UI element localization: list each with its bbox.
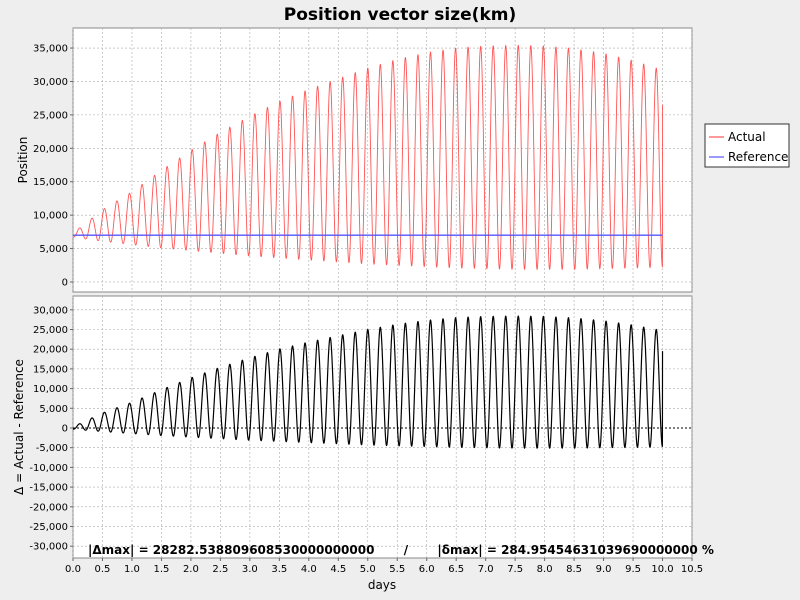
- series-line-delta: [73, 315, 664, 449]
- x-ticks: 0.0 0.5 1.0 1.5 2.0 2.5 3.0 3.5 4.0 4.5 5.0 5.5 6.0 6…: [65, 558, 703, 575]
- top-ytick-label-1: 5,000: [39, 244, 68, 255]
- top-ytick-label-7: 35,000: [33, 44, 68, 55]
- bottom-ytick-label-9: 15,000: [33, 364, 68, 375]
- bottom-ytick-label-10: 20,000: [33, 345, 68, 356]
- top-ytick-label-3: 15,000: [33, 177, 68, 188]
- legend: Actual Reference: [704, 123, 790, 168]
- x-tick-label-0: 0.0: [65, 564, 81, 575]
- top-ytick-label-2: 10,000: [33, 211, 68, 222]
- x-tick-label-19: 9.5: [625, 564, 641, 575]
- top-series: [72, 44, 663, 271]
- x-tick-label-1: 0.5: [95, 564, 111, 575]
- top-ytick-label-6: 30,000: [33, 77, 68, 88]
- bottom-ytick-label-12: 30,000: [33, 305, 68, 316]
- x-tick-label-17: 8.5: [566, 564, 582, 575]
- top-ytick-label-4: 20,000: [33, 144, 68, 155]
- bottom-ytick-label-11: 25,000: [33, 325, 68, 336]
- series-line-actual: [72, 44, 663, 271]
- top-ytick-label-5: 25,000: [33, 110, 68, 121]
- bottom-plot-area: [72, 295, 693, 559]
- legend-label-reference: Reference: [728, 150, 788, 164]
- x-tick-label-21: 10.5: [681, 564, 703, 575]
- x-tick-label-2: 1.0: [124, 564, 140, 575]
- bottom-series: [73, 315, 692, 449]
- x-tick-label-16: 8.0: [537, 564, 553, 575]
- x-tick-label-15: 7.5: [507, 564, 523, 575]
- bottom-ytick-label-0: -30,000: [29, 542, 68, 553]
- bottom-ytick-label-6: 0: [62, 423, 68, 434]
- top-y-axis-label: Position: [16, 137, 30, 184]
- bottom-ytick-label-2: -20,000: [29, 502, 68, 513]
- x-tick-label-3: 1.5: [153, 564, 169, 575]
- x-tick-label-18: 9.0: [596, 564, 612, 575]
- x-tick-label-13: 6.5: [448, 564, 464, 575]
- x-tick-label-12: 6.0: [419, 564, 435, 575]
- x-tick-label-4: 2.0: [183, 564, 199, 575]
- x-tick-label-6: 3.0: [242, 564, 258, 575]
- chart-title: Position vector size(km): [284, 5, 516, 25]
- bottom-ytick-label-3: -15,000: [29, 483, 68, 494]
- bottom-ytick-label-8: 10,000: [33, 384, 68, 395]
- delta-max-annotation: |Δmax| = 28282.538809608530000000000 / |…: [88, 543, 714, 557]
- bottom-y-ticks: -30,000 -25,000 -20,000 -15,000 -10,000 -5,00…: [29, 305, 73, 553]
- x-tick-label-9: 4.5: [330, 564, 346, 575]
- bottom-ytick-label-5: -5,000: [36, 443, 68, 454]
- x-tick-label-5: 2.5: [212, 564, 228, 575]
- legend-box: [704, 123, 790, 168]
- x-tick-label-7: 3.5: [271, 564, 287, 575]
- x-tick-label-11: 5.5: [389, 564, 405, 575]
- top-y-ticks: 0 5,000 10,000 15,000 20,000 25,000 30,000 35,0…: [33, 44, 73, 288]
- top-ytick-label-0: 0: [62, 277, 68, 288]
- bottom-ytick-label-7: 5,000: [39, 404, 68, 415]
- bottom-ytick-label-1: -25,000: [29, 522, 68, 533]
- bottom-y-axis-label: Δ = Actual - Reference: [12, 359, 26, 495]
- x-tick-label-20: 10.0: [651, 564, 673, 575]
- bottom-ytick-label-4: -10,000: [29, 463, 68, 474]
- x-tick-label-10: 5.0: [360, 564, 376, 575]
- legend-label-actual: Actual: [728, 130, 766, 144]
- x-tick-label-8: 4.0: [301, 564, 317, 575]
- x-axis-label: days: [368, 578, 396, 592]
- x-tick-label-14: 7.0: [478, 564, 494, 575]
